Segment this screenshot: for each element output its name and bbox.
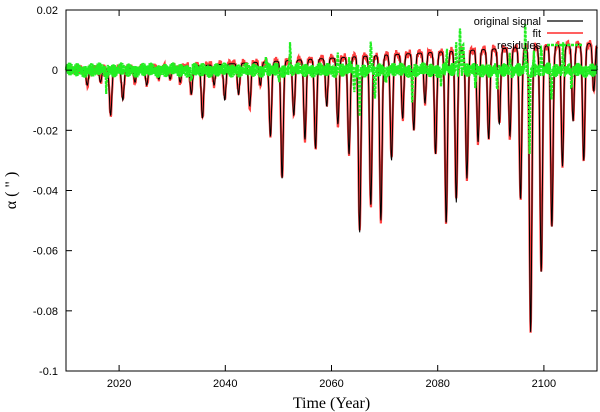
x-axis-label: Time (Year) [293, 395, 370, 412]
legend-label: residules [497, 40, 542, 52]
y-tick-label: -0.04 [33, 186, 58, 198]
y-tick-label: 0.02 [37, 5, 58, 17]
y-tick-label: -0.02 [33, 125, 58, 137]
residules-line [64, 23, 599, 155]
x-tick-label: 2040 [213, 378, 237, 390]
legend-label: fit [532, 28, 541, 40]
legend-label: original signal [474, 16, 541, 28]
y-axis-label: α ( " ) [3, 172, 20, 210]
y-tick-label: -0.06 [33, 246, 58, 258]
y-tick-label: 0 [52, 65, 58, 77]
axis-ticks: 0.02 0 -0.02 -0.04 -0.06 -0.08 -0.1 2020 2040 206… [33, 5, 597, 390]
plot-curves [64, 23, 599, 333]
x-tick-label: 2060 [319, 378, 343, 390]
x-tick-label: 2020 [107, 378, 131, 390]
y-tick-label: -0.08 [33, 306, 58, 318]
fit-line [64, 39, 599, 333]
x-tick-label: 2100 [532, 378, 556, 390]
y-tick-label: -0.1 [39, 366, 58, 378]
x-tick-label: 2080 [425, 378, 449, 390]
